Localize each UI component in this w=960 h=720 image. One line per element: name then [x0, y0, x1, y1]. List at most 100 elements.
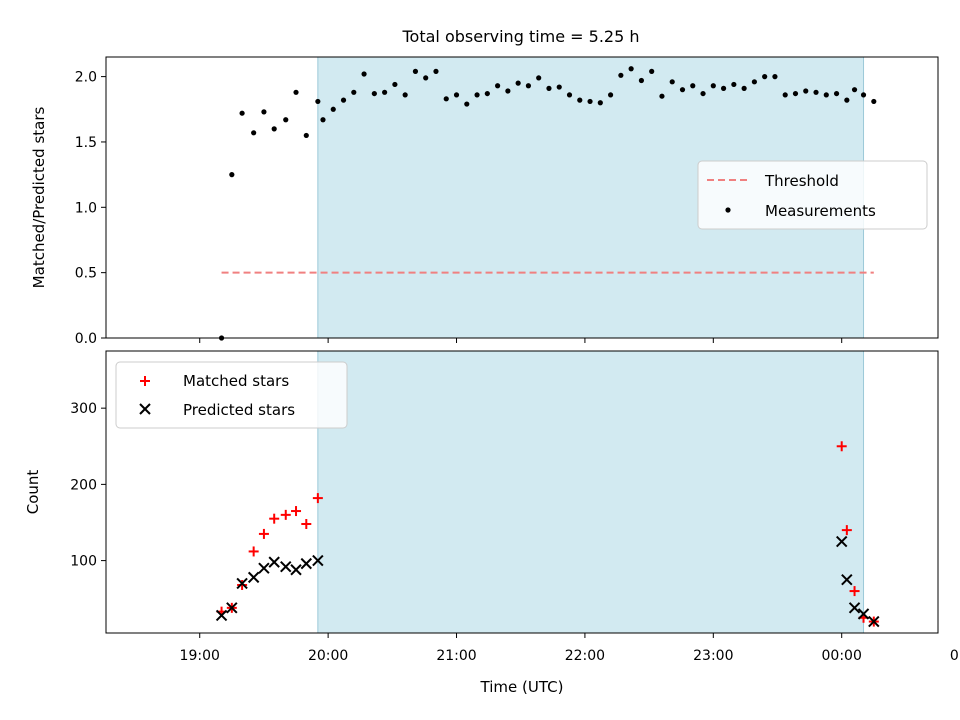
x-tick-label: 00:00 [822, 648, 862, 664]
predicted-point [258, 562, 270, 574]
axes-frame-bottom [105, 350, 939, 634]
measurement-point [412, 68, 419, 74]
predicted-point [236, 577, 248, 590]
measurement-point [871, 98, 877, 105]
predicted-point [868, 615, 880, 628]
measurement-point [229, 172, 235, 178]
measurement-point [261, 109, 267, 115]
measurement-point [382, 89, 388, 95]
observing-window-bottom [317, 350, 865, 634]
y-tick-label: 300 [70, 401, 97, 417]
predicted-point-b [215, 609, 228, 622]
legend-predicted-label: Predicted stars [183, 401, 295, 419]
predicted-point-b [857, 608, 870, 620]
predicted-point [290, 564, 302, 576]
y-tick-label: 0.5 [75, 266, 97, 282]
measurement-point [851, 87, 858, 93]
measurement-point [423, 75, 429, 81]
matched-point [301, 519, 312, 530]
matched-point [237, 579, 248, 590]
measurement-point [577, 97, 583, 103]
measurement-point [293, 89, 299, 95]
measurement-point [402, 92, 408, 98]
predicted-point [312, 554, 324, 567]
predicted-point [835, 535, 848, 548]
measurement-point [813, 89, 819, 95]
measurement-point [320, 117, 326, 123]
x-tick-label: 19:00 [180, 648, 220, 664]
predicted-point-b [226, 602, 238, 614]
predicted-point-b [300, 557, 313, 570]
y-axis-label-bottom: Count [24, 470, 42, 515]
matched-point [841, 525, 852, 536]
predicted-point-b [258, 562, 270, 574]
predicted-point [226, 602, 238, 614]
y-tick-label: 200 [70, 477, 97, 493]
measurement-point [659, 93, 665, 99]
predicted-point-b [280, 560, 292, 573]
measurement-point [371, 90, 377, 97]
y-tick-label: 100 [70, 554, 97, 570]
predicted-point-b [247, 571, 260, 584]
panel-counts: 100 200 300 Count 19:00 20:00 21:00 22:00 23:00 0… [24, 350, 960, 696]
measurement-point [669, 79, 675, 85]
x-tick-label: 21:00 [436, 648, 476, 664]
measurement-point [340, 97, 347, 103]
legend-matched-label: Matched stars [183, 372, 289, 390]
matched-point [312, 493, 323, 504]
predicted-point [857, 608, 870, 620]
predicted-point [280, 560, 292, 573]
predicted-point [247, 571, 260, 584]
measurement-point [649, 68, 655, 74]
legend-measurements-swatch [725, 207, 731, 213]
predicted-point-b [236, 577, 248, 590]
legend-top: Threshold Measurements [697, 160, 928, 230]
measurement-point [484, 90, 490, 97]
matched-point [280, 509, 291, 520]
measurement-point [772, 74, 778, 80]
y-tick-label: 1.5 [75, 135, 97, 151]
measurement-point [782, 92, 788, 98]
y-tick-label: 1.0 [75, 200, 97, 216]
measurement-point [239, 110, 245, 116]
legend-frame [115, 361, 348, 429]
measurement-point [628, 66, 634, 72]
measurement-point [303, 132, 309, 139]
x-tick-label: 01:00 [950, 648, 960, 664]
matched-point [248, 546, 259, 557]
measurement-point [495, 83, 501, 89]
predicted-point-b [290, 564, 302, 576]
axes-frame-top [105, 56, 939, 339]
measurement-point [361, 71, 367, 77]
predicted-point [268, 556, 280, 568]
measurement-point [566, 92, 573, 98]
measurement-point [731, 81, 737, 88]
predicted-point-b [268, 556, 280, 568]
measurement-point [392, 81, 398, 88]
measurement-point [710, 83, 716, 89]
measurement-point [464, 101, 470, 107]
predicted-point-b [868, 615, 880, 628]
measurement-point [700, 90, 706, 97]
matched-point [291, 506, 302, 517]
measurement-point [844, 97, 850, 103]
measurement-point [741, 85, 747, 91]
predicted-point [848, 602, 861, 614]
measurement-point [330, 106, 336, 112]
legend-bottom: Matched stars Predicted stars [115, 361, 348, 429]
measurement-point [823, 92, 829, 98]
measurement-point [792, 90, 799, 97]
measurement-point [803, 88, 809, 94]
measurement-point [525, 83, 532, 89]
measurement-point [860, 92, 867, 98]
panel-ratio: 0.0 0.5 1.0 1.5 2.0 Matched/Predicted stars Th… [30, 56, 939, 347]
measurement-point [546, 85, 552, 91]
measurement-point [690, 83, 696, 89]
measurement-point [638, 77, 645, 84]
measurement-point [536, 75, 542, 81]
measurement-point [505, 88, 511, 94]
measurement-point [679, 87, 686, 93]
matched-point [849, 586, 860, 597]
measurement-point [515, 80, 521, 86]
measurement-point [283, 117, 289, 123]
